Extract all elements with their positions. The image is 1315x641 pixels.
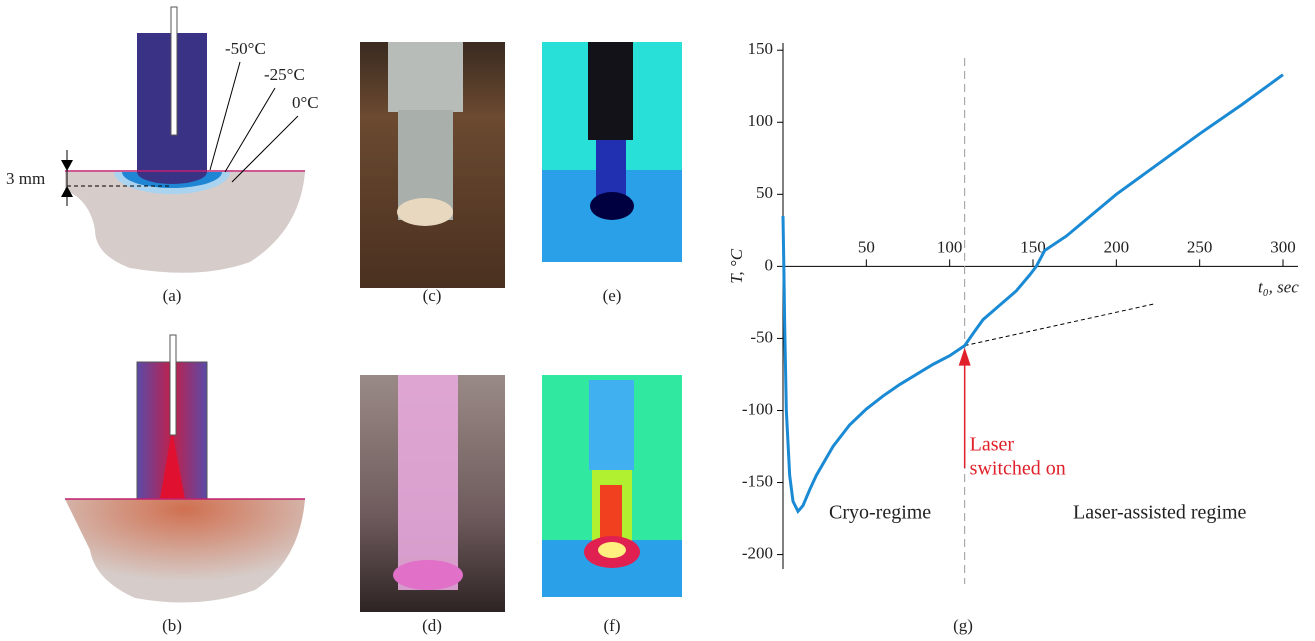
diagram-a	[61, 7, 305, 273]
x-tick-label: 250	[1187, 237, 1213, 256]
y-tick-label: -50	[750, 327, 773, 346]
temp-label: -25°C	[264, 65, 305, 84]
y-tick-label: 100	[748, 111, 774, 130]
photo-e	[542, 42, 682, 262]
figure: -50°C -25°C 0°C 3 mm (a) (b) (c)	[0, 0, 1315, 641]
panel-label: (a)	[163, 286, 182, 305]
annotation: Cryo-regime	[829, 502, 931, 524]
diagram-b	[65, 335, 305, 603]
temp-label: -50°C	[225, 39, 266, 58]
y-tick-label: -150	[742, 471, 773, 490]
annotation: Laser	[970, 434, 1015, 456]
panel-label: (f)	[604, 616, 621, 635]
panel-label: (g)	[953, 616, 973, 635]
photo-c	[360, 42, 505, 288]
laser-arrowhead	[959, 348, 971, 366]
annotation: switched on	[970, 458, 1066, 480]
x-axis-label: t₀, sec	[1258, 277, 1299, 296]
temp-label: 0°C	[292, 93, 319, 112]
y-tick-label: 150	[748, 39, 774, 58]
temperature-curve	[783, 75, 1283, 512]
y-tick-label: -100	[742, 399, 773, 418]
x-tick-label: 200	[1104, 237, 1130, 256]
x-tick-label: 50	[858, 237, 875, 256]
annotation: Laser-assisted regime	[1073, 502, 1247, 524]
photo-d	[360, 375, 505, 612]
panel-label: (b)	[162, 616, 182, 635]
panel-label: (c)	[423, 286, 442, 305]
y-axis-label: T, °C	[727, 248, 746, 283]
photo-f	[542, 375, 682, 597]
y-tick-label: -200	[742, 543, 773, 562]
panel-label: (d)	[422, 616, 442, 635]
panel-label: (e)	[603, 286, 622, 305]
x-tick-label: 300	[1270, 237, 1296, 256]
page: -50°C -25°C 0°C 3 mm (a) (b) (c)	[0, 0, 1315, 641]
depth-label: 3 mm	[6, 169, 45, 188]
y-tick-label: 0	[765, 255, 774, 274]
x-tick-label: 100	[937, 237, 963, 256]
y-tick-label: 50	[756, 183, 773, 202]
